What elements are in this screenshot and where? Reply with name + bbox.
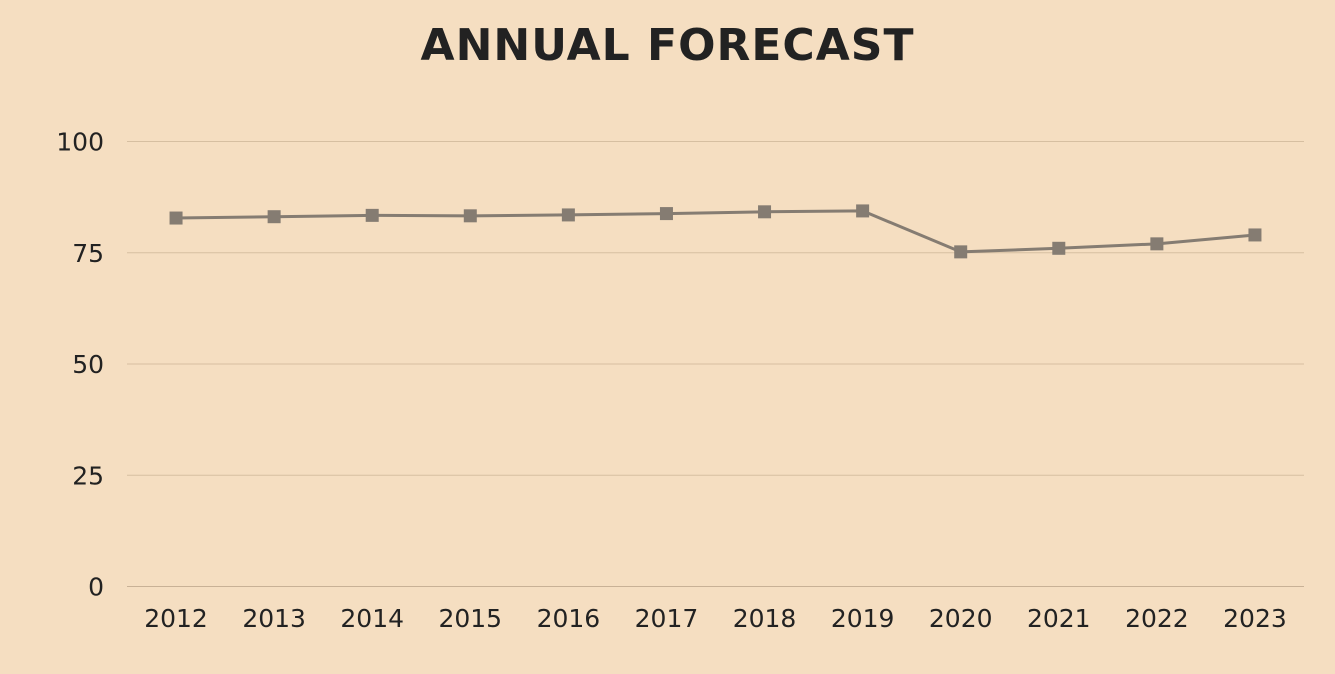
series-line: [176, 209, 1256, 254]
data-point-2016: [561, 208, 575, 222]
y-tick-label: 25: [72, 461, 104, 490]
gridlines: [127, 141, 1304, 587]
x-tick-label: 2016: [537, 604, 601, 633]
x-tick-label: 2012: [144, 604, 208, 633]
y-tick-label: 75: [72, 239, 104, 268]
x-tick-label: 2017: [635, 604, 699, 633]
data-point-2018: [758, 205, 772, 219]
x-tick-label: 2022: [1125, 604, 1189, 633]
data-point-2012: [169, 211, 183, 225]
x-tick-label: 2013: [242, 604, 306, 633]
x-tick-label: 2021: [1027, 604, 1091, 633]
chart-title: ANNUAL FORECAST: [420, 20, 915, 71]
x-tick-label: 2019: [831, 604, 895, 633]
x-axis-tick-labels: 2012 2013 2014 2015 2016 2017 2018 2019 2020 2021…: [144, 604, 1287, 633]
data-point-2015: [463, 209, 477, 223]
y-tick-label: 100: [56, 128, 104, 157]
x-tick-label: 2014: [340, 604, 404, 633]
data-point-2017: [659, 207, 673, 221]
x-tick-label: 2020: [929, 604, 993, 633]
data-series: [169, 204, 1262, 259]
data-point-2023: [1248, 228, 1262, 242]
data-point-2021: [1052, 241, 1066, 255]
data-point-2014: [365, 208, 379, 222]
x-tick-label: 2015: [438, 604, 502, 633]
data-point-2020: [954, 245, 968, 259]
data-point-2013: [267, 210, 281, 224]
x-tick-label: 2023: [1223, 604, 1287, 633]
y-tick-label: 50: [72, 350, 104, 379]
data-point-2019: [856, 204, 870, 218]
data-point-2022: [1150, 237, 1164, 251]
x-tick-label: 2018: [733, 604, 797, 633]
y-axis-tick-labels: 0 25 50 75 100: [56, 128, 104, 602]
y-tick-label: 0: [88, 573, 104, 602]
